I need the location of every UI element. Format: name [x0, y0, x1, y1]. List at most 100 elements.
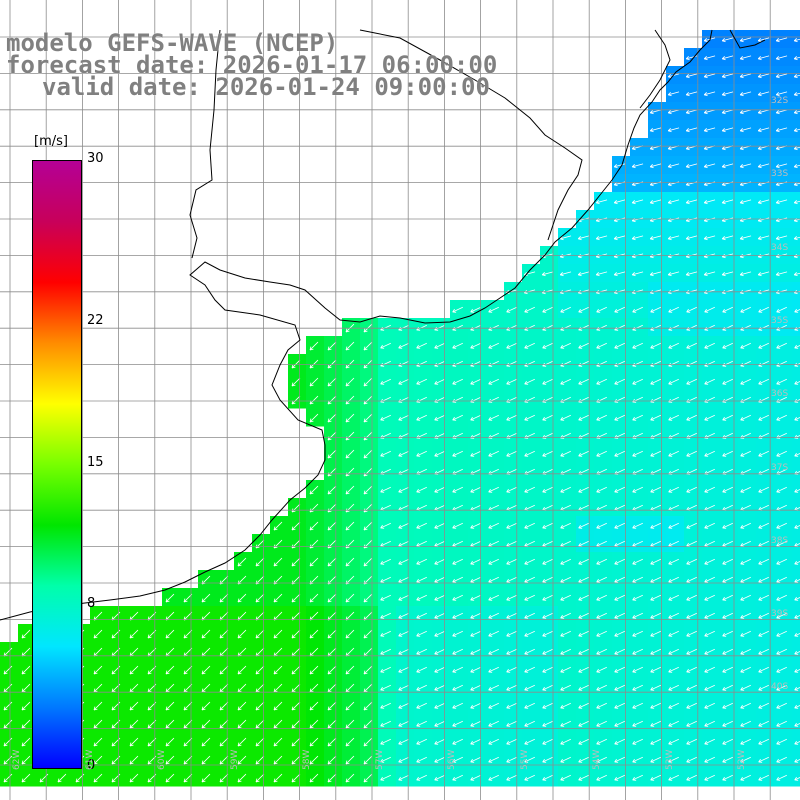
wind-arrow [416, 450, 427, 457]
wind-arrow [667, 163, 680, 169]
wind-arrow [542, 450, 553, 457]
longitude-label: 57W [374, 749, 385, 770]
wind-arrow [452, 522, 463, 529]
wind-arrow [614, 486, 625, 493]
wind-arrow [488, 378, 499, 385]
wind-arrow [596, 450, 607, 457]
wind-arrow [309, 485, 319, 495]
wind-arrow [470, 486, 481, 493]
wind-arrow [757, 91, 770, 97]
wind-arrow [488, 486, 499, 493]
wind-arrow [739, 127, 752, 133]
wind-arrow [685, 199, 698, 205]
wind-arrow [345, 485, 355, 495]
wind-arrow [650, 378, 661, 385]
wind-arrow [345, 467, 355, 477]
wind-arrow [704, 450, 715, 457]
latitude-label: 34S [771, 242, 789, 253]
longitude-label: 61W [84, 749, 95, 770]
wind-arrow [703, 55, 716, 61]
longitude-label: 56W [447, 749, 457, 770]
wind-arrow [524, 558, 535, 565]
wind-arrow [488, 342, 499, 349]
longitude-label: 62W [12, 749, 22, 770]
wind-arrow [650, 558, 661, 565]
wind-arrow [542, 414, 553, 421]
wind-arrow [524, 306, 535, 313]
colorbar-tick-label: 22 [87, 312, 104, 328]
latitude-label: 32S [771, 96, 789, 106]
wind-arrow [775, 163, 788, 169]
colorbar-unit: [m/s] [34, 134, 68, 149]
wind-arrow [488, 558, 499, 565]
wind-arrow [740, 450, 751, 457]
wind-arrow [757, 163, 770, 169]
longitude-label: 55W [519, 749, 530, 770]
wind-arrow [506, 522, 517, 529]
wind-arrow [740, 414, 751, 421]
wind-arrow [309, 521, 319, 531]
latitude-label: 40S [771, 682, 789, 693]
wind-arrow [578, 522, 589, 529]
wind-arrow [291, 521, 301, 531]
wind-arrow [434, 414, 445, 421]
wind-arrow [721, 91, 734, 97]
wind-arrow [542, 486, 553, 493]
wind-arrow [721, 163, 734, 169]
wind-arrow [775, 55, 788, 61]
wind-arrow [596, 522, 607, 529]
wind-arrow [488, 414, 499, 421]
wind-arrow [578, 486, 589, 493]
wind-arrow [721, 199, 734, 205]
wind-arrow [632, 558, 643, 565]
wind-arrow [613, 235, 626, 241]
wind-arrow [775, 127, 788, 133]
wind-arrow [649, 235, 662, 241]
wind-arrow [668, 378, 679, 385]
wind-arrow [506, 306, 517, 313]
wind-arrow [722, 522, 733, 529]
wind-arrow [470, 558, 481, 565]
wind-arrow [686, 558, 697, 565]
wind-arrow [506, 486, 517, 493]
wind-arrow [685, 271, 698, 277]
longitude-label: 53W [664, 749, 675, 770]
wind-arrow [758, 522, 769, 529]
wind-arrow [434, 342, 445, 349]
wind-arrow [649, 271, 662, 277]
wind-arrow [685, 109, 698, 115]
wind-arrow [470, 306, 481, 313]
wind-arrow [577, 235, 590, 241]
wind-arrow [740, 306, 751, 313]
wind-arrow [649, 127, 662, 133]
wind-arrow [560, 342, 571, 349]
wind-arrow [631, 163, 644, 169]
colorbar-tick-label: 8 [87, 596, 96, 612]
wind-arrow [560, 486, 571, 493]
wind-arrow [649, 163, 662, 169]
wind-arrow [632, 342, 643, 349]
longitude-label: 52W [737, 749, 747, 770]
wind-arrow [685, 163, 698, 169]
wind-arrow [686, 306, 697, 313]
wind-arrow [740, 522, 751, 529]
wind-arrow [632, 306, 643, 313]
wind-arrow [363, 377, 373, 387]
wind-arrow [632, 522, 643, 529]
wind-arrow [452, 486, 463, 493]
wind-arrow [596, 558, 607, 565]
wind-arrow [739, 235, 752, 241]
wind-arrow [739, 55, 752, 61]
wind-arrow [775, 199, 788, 205]
wind-arrow [541, 271, 554, 277]
wind-arrow [668, 486, 679, 493]
wind-arrow [631, 235, 644, 241]
wind-arrow [667, 109, 680, 115]
wind-arrow [363, 485, 373, 495]
wind-arrow [758, 450, 769, 457]
wind-arrow [650, 486, 661, 493]
wind-arrow [560, 306, 571, 313]
latitude-label: 38S [771, 535, 789, 546]
wind-arrow [327, 413, 337, 423]
wind-arrow [739, 163, 752, 169]
